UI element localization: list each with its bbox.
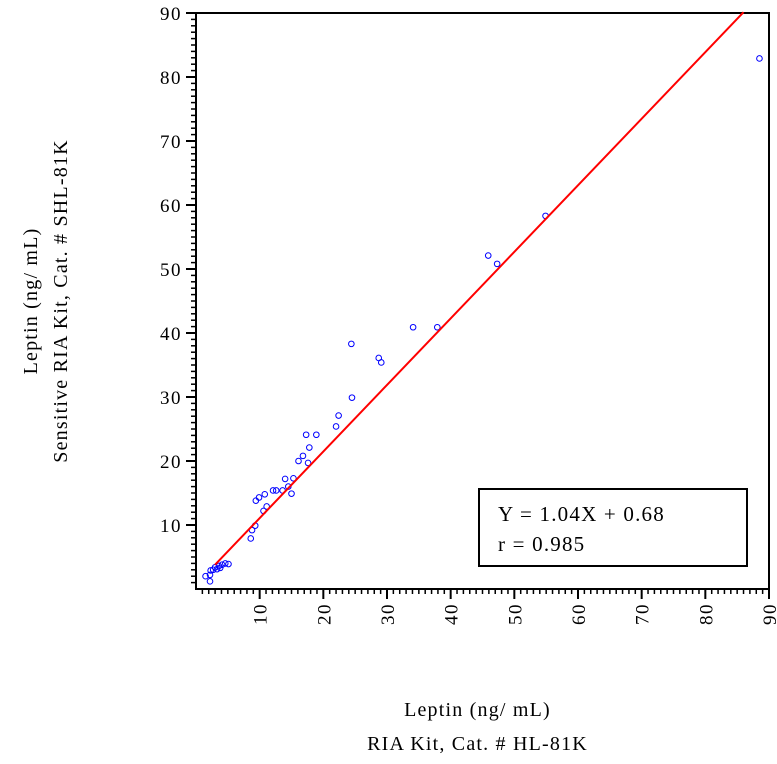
- data-point: [252, 497, 260, 504]
- data-point: [202, 572, 209, 580]
- x-tick-label: 30: [378, 603, 399, 625]
- y-tick-label: 30: [160, 388, 182, 409]
- data-point: [348, 394, 356, 401]
- y-tick-label: 40: [160, 324, 182, 345]
- data-point: [281, 475, 289, 483]
- data-point: [756, 55, 763, 62]
- data-point: [272, 487, 280, 494]
- data-point: [302, 431, 310, 439]
- data-point: [484, 252, 492, 259]
- regression-line: [214, 11, 745, 566]
- y-axis-title: Leptin (ng/ mL) Sensitive RIA Kit, Cat. …: [20, 139, 72, 463]
- data-point: [295, 457, 302, 465]
- data-point: [304, 459, 312, 467]
- data-point: [207, 567, 214, 574]
- data-point: [221, 560, 229, 567]
- x-tick-label: 50: [505, 603, 526, 625]
- x-axis-ticks: 10 20 30 40 50 60 70 80 90: [251, 589, 777, 625]
- y-tick-label: 10: [160, 516, 182, 537]
- x-tick-label: 20: [314, 603, 335, 625]
- x-axis-title-line-1: Leptin (ng/ mL): [404, 699, 551, 721]
- data-point: [433, 323, 441, 331]
- data-point: [313, 431, 320, 439]
- data-point: [409, 323, 417, 331]
- data-point: [299, 452, 307, 460]
- data-point: [206, 571, 214, 579]
- data-point: [225, 560, 232, 568]
- y-axis-title-line-2: Sensitive RIA Kit, Cat. # SHL-81K: [50, 139, 72, 463]
- y-minor-ticks: [191, 18, 196, 584]
- data-point: [213, 565, 221, 573]
- regression-equation: Y = 1.04X + 0.68: [498, 502, 665, 526]
- y-tick-label: 20: [160, 452, 182, 473]
- data-point: [290, 474, 297, 482]
- x-tick-label: 80: [696, 603, 717, 625]
- y-tick-label: 80: [160, 68, 182, 89]
- equation-box-frame: [478, 488, 748, 567]
- x-tick-label: 60: [569, 603, 590, 625]
- x-tick-label: 40: [442, 603, 463, 625]
- data-point: [216, 564, 224, 572]
- x-tick-label: 70: [633, 603, 654, 625]
- y-tick-label: 50: [160, 260, 182, 281]
- x-tick-label: 10: [251, 603, 272, 625]
- y-tick-label: 90: [160, 4, 182, 25]
- data-point: [247, 535, 255, 542]
- data-point: [493, 260, 501, 268]
- data-point: [335, 412, 342, 419]
- correlation-coefficient: r = 0.985: [498, 532, 585, 556]
- data-point: [261, 490, 269, 498]
- plot-axes: 10 20 30 40 50 60 70 80 90 10 20 30 40 50 60 70 80 90: [160, 4, 777, 625]
- x-tick-label: 90: [760, 603, 777, 625]
- x-axis-title-line-2: RIA Kit, Cat. # HL-81K: [367, 733, 588, 755]
- data-point: [288, 490, 295, 497]
- data-point: [332, 423, 340, 430]
- data-point: [306, 444, 313, 451]
- equation-box: Y = 1.04X + 0.68 r = 0.985: [478, 488, 748, 567]
- data-point: [218, 561, 226, 568]
- data-point: [206, 578, 214, 585]
- y-axis-title-line-1: Leptin (ng/ mL): [20, 228, 42, 375]
- data-point: [255, 494, 263, 501]
- y-axis-ticks: 10 20 30 40 50 60 70 80 90: [160, 4, 196, 537]
- data-point: [269, 487, 277, 494]
- x-axis-title: Leptin (ng/ mL) RIA Kit, Cat. # HL-81K: [367, 699, 588, 755]
- y-tick-label: 70: [160, 132, 182, 153]
- x-minor-ticks: [201, 589, 764, 594]
- y-tick-label: 60: [160, 196, 182, 217]
- data-point: [348, 340, 355, 348]
- data-points: [202, 55, 763, 585]
- data-point: [377, 359, 385, 366]
